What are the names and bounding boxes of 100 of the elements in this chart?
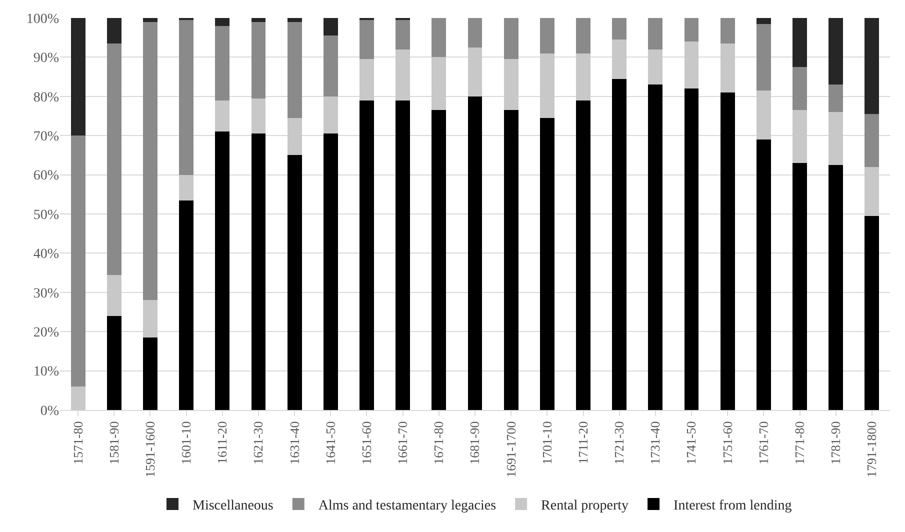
x-tick-label: 1621-30: [250, 421, 266, 465]
bar: [143, 18, 158, 22]
legend-label: Interest from lending: [674, 498, 792, 514]
bar: [756, 140, 771, 410]
y-tick-label: 70%: [33, 130, 60, 144]
x-tick-label: 1731-40: [648, 421, 663, 465]
bar: [612, 78, 627, 410]
bar: [287, 22, 302, 118]
x-tick-label: 1641-50: [322, 421, 338, 465]
bar: [864, 18, 880, 114]
bar: [828, 165, 844, 410]
y-tick-label: 50%: [33, 208, 60, 223]
bar: [143, 300, 158, 338]
bar: [70, 136, 86, 386]
bar: [684, 18, 699, 42]
bar: [720, 43, 735, 92]
y-tick-label: 60%: [33, 168, 60, 184]
bar: [540, 118, 554, 410]
bar: [504, 18, 518, 60]
bar: [360, 20, 374, 60]
bar: [179, 20, 194, 175]
bar: [864, 216, 880, 410]
bar: [792, 18, 807, 67]
bar: [792, 67, 807, 110]
bar: [143, 337, 158, 410]
bar: [828, 18, 844, 85]
bar: [792, 163, 807, 410]
bar: [106, 43, 122, 275]
x-tick-label: 1711-20: [575, 421, 590, 464]
legend-label: Rental property: [541, 498, 629, 514]
bar: [468, 47, 482, 96]
y-tick-label: 80%: [33, 90, 60, 106]
bar: [828, 84, 844, 112]
bar: [106, 274, 122, 316]
x-tick-label: 1581-90: [106, 421, 122, 465]
bar: [396, 49, 410, 100]
bar: [287, 118, 302, 156]
bar: [360, 59, 374, 100]
bar: [792, 110, 807, 164]
bar: [287, 18, 302, 22]
bar: [648, 49, 663, 85]
bar: [323, 36, 338, 96]
legend-label: Alms and testamentary legacies: [318, 498, 496, 514]
x-tick-label: 1721-30: [612, 421, 627, 465]
x-tick-label: 1701-10: [539, 421, 554, 465]
bar: [756, 90, 771, 140]
legend-label: Miscellaneous: [192, 498, 274, 514]
x-tick-label: 1661-70: [395, 421, 410, 465]
bar: [720, 92, 735, 410]
bar: [396, 100, 410, 410]
x-tick-label: 1631-40: [286, 421, 302, 465]
y-tick-label: 30%: [33, 286, 60, 302]
bar: [720, 18, 735, 44]
y-tick-label: 20%: [33, 326, 60, 340]
bar: [540, 18, 554, 54]
x-tick-label: 1771-80: [792, 421, 808, 465]
x-tick-label: 1611-20: [214, 421, 230, 464]
bar: [756, 18, 771, 24]
bar: [106, 316, 122, 410]
x-tick-label: 1681-90: [467, 421, 482, 465]
bar: [576, 100, 590, 410]
bar: [504, 59, 518, 110]
bar: [251, 134, 266, 410]
bar: [287, 155, 302, 410]
x-tick-label: 1671-80: [431, 421, 446, 465]
bar: [576, 18, 590, 54]
y-tick-label: 100%: [26, 12, 60, 27]
bar: [396, 20, 410, 50]
bar: [323, 96, 338, 134]
x-tick-label: 1651-60: [358, 421, 374, 465]
bar: [468, 96, 482, 410]
bar: [323, 18, 338, 36]
bar: [215, 18, 230, 26]
bar: [432, 57, 446, 110]
bar: [70, 386, 86, 410]
x-tick-label: 1751-60: [720, 421, 735, 465]
x-tick-label: 1601-10: [178, 421, 194, 465]
bar: [215, 132, 230, 410]
bar: [106, 18, 122, 44]
bar: [504, 110, 518, 410]
y-tick-label: 0%: [40, 404, 60, 419]
bar: [215, 26, 230, 100]
y-tick-label: 10%: [33, 364, 60, 380]
bar: [864, 166, 880, 216]
x-tick-label: 1761-70: [756, 421, 771, 465]
bar: [251, 18, 266, 22]
bar: [143, 22, 158, 300]
x-tick-label: 1781-90: [828, 421, 844, 465]
bar: [828, 112, 844, 165]
bar: [432, 18, 446, 58]
bar: [648, 18, 663, 50]
bar: [612, 18, 627, 40]
x-tick-label: 1691-1700: [503, 421, 518, 478]
bar: [432, 110, 446, 410]
bar: [684, 42, 699, 89]
bar: [648, 84, 663, 410]
bar: [864, 114, 880, 167]
y-tick-label: 90%: [33, 51, 60, 66]
bar: [756, 24, 771, 91]
bar: [360, 100, 374, 410]
